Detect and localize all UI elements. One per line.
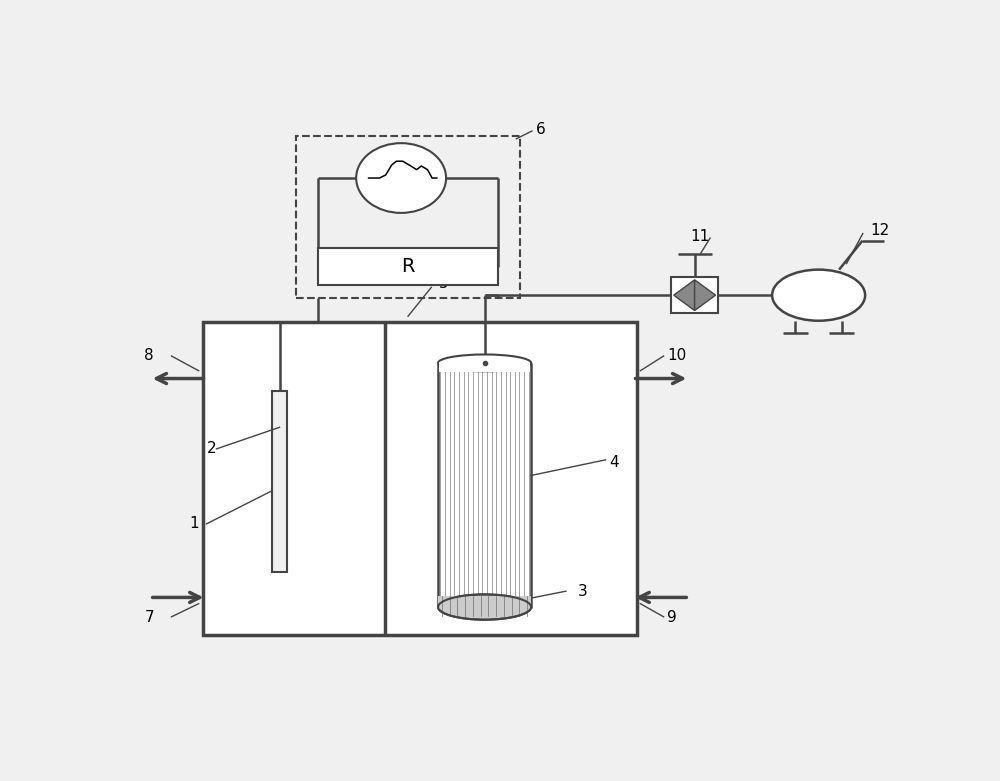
Ellipse shape bbox=[438, 355, 531, 371]
Polygon shape bbox=[695, 280, 716, 311]
Bar bbox=[296, 136, 520, 298]
Bar bbox=[202, 323, 637, 635]
Ellipse shape bbox=[438, 594, 531, 619]
Text: 6: 6 bbox=[536, 123, 546, 137]
Text: 11: 11 bbox=[691, 229, 710, 244]
Polygon shape bbox=[674, 280, 695, 311]
Text: 9: 9 bbox=[668, 610, 677, 626]
Text: 12: 12 bbox=[871, 223, 890, 238]
Text: 2: 2 bbox=[206, 441, 216, 456]
Text: 7: 7 bbox=[144, 610, 154, 626]
Text: 5: 5 bbox=[439, 276, 449, 291]
Bar bbox=[318, 248, 498, 285]
Circle shape bbox=[356, 143, 446, 213]
Ellipse shape bbox=[772, 269, 865, 321]
Text: 8: 8 bbox=[144, 348, 154, 362]
Text: 4: 4 bbox=[609, 455, 619, 470]
Text: 3: 3 bbox=[578, 583, 587, 599]
Bar bbox=[438, 596, 531, 609]
Bar bbox=[439, 362, 530, 372]
Text: 10: 10 bbox=[668, 348, 687, 362]
Text: R: R bbox=[401, 257, 415, 276]
Bar bbox=[272, 391, 287, 572]
Text: 1: 1 bbox=[190, 516, 199, 531]
Bar bbox=[671, 277, 718, 313]
